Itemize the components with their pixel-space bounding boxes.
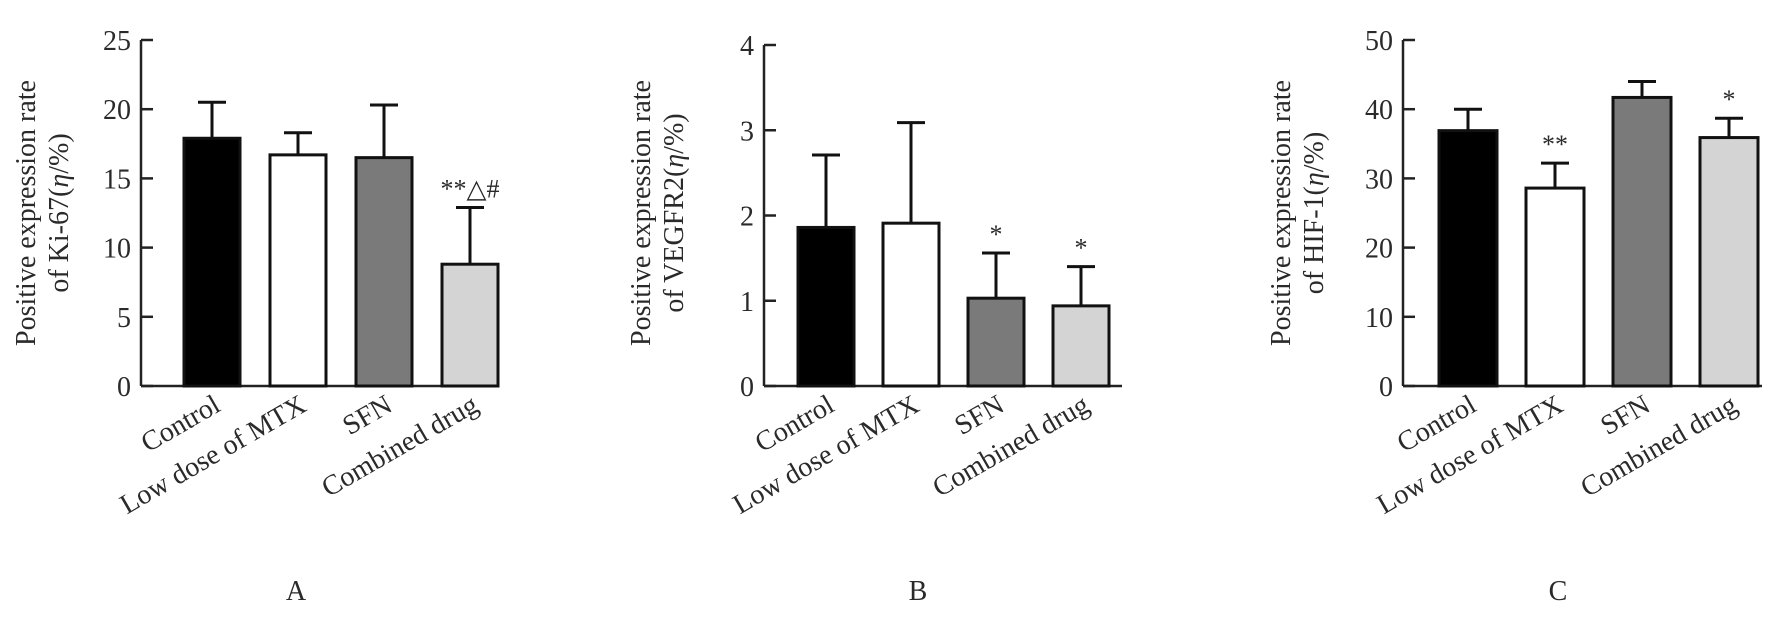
y-axis-label-symbol: η bbox=[1299, 172, 1330, 186]
bar bbox=[354, 156, 414, 388]
category-label: SFN bbox=[1596, 389, 1656, 442]
y-axis-label-line1: Positive expression rate bbox=[626, 80, 657, 346]
significance-label: ** bbox=[1542, 130, 1568, 159]
y-tick-label: 20 bbox=[1365, 234, 1393, 265]
bar bbox=[1698, 136, 1760, 388]
y-tick-label: 50 bbox=[1365, 26, 1393, 57]
y-axis-label-prefix: of Ki-67( bbox=[44, 188, 75, 293]
panel-label: C bbox=[1549, 576, 1568, 607]
bar bbox=[1611, 95, 1673, 388]
category-label: Combined drug bbox=[927, 389, 1094, 503]
y-tick-label: 0 bbox=[740, 372, 754, 403]
y-tick-label: 2 bbox=[740, 202, 754, 233]
y-tick-label: 3 bbox=[740, 116, 754, 147]
y-tick-label: 10 bbox=[1365, 303, 1393, 334]
y-tick-label: 0 bbox=[1379, 372, 1393, 403]
y-axis-label-prefix: of VEGFR2( bbox=[659, 168, 690, 313]
y-tick-label: 1 bbox=[740, 287, 754, 318]
y-axis-label-line1: Positive expression rate bbox=[11, 80, 42, 346]
y-axis-label-suffix: /%) bbox=[44, 133, 75, 173]
bar bbox=[1524, 186, 1586, 388]
y-axis-label-line2: of Ki-67(η/%) bbox=[44, 133, 75, 292]
category-label: SFN bbox=[338, 389, 398, 442]
y-axis-label-suffix: /%) bbox=[1299, 132, 1330, 172]
y-tick-label: 30 bbox=[1365, 164, 1393, 195]
bar bbox=[440, 262, 500, 388]
bar bbox=[881, 221, 941, 388]
y-tick-label: 40 bbox=[1365, 95, 1393, 126]
y-axis-label-prefix: of HIF-1( bbox=[1299, 186, 1330, 294]
y-tick-label: 20 bbox=[103, 95, 131, 126]
y-axis-label-suffix: /%) bbox=[659, 113, 690, 153]
category-label: Combined drug bbox=[1575, 389, 1742, 503]
y-tick-label: 4 bbox=[740, 31, 754, 62]
y-tick-label: 10 bbox=[103, 234, 131, 265]
bar bbox=[182, 136, 242, 388]
y-axis-label-line1: Positive expression rate bbox=[1266, 80, 1297, 346]
y-tick-label: 0 bbox=[117, 372, 131, 403]
significance-label: * bbox=[990, 220, 1003, 249]
y-tick-label: 25 bbox=[103, 26, 131, 57]
significance-label: * bbox=[1075, 234, 1088, 263]
bar bbox=[1051, 304, 1111, 388]
y-axis-label-line2: of HIF-1(η/%) bbox=[1299, 132, 1330, 294]
significance-label: **△# bbox=[441, 174, 500, 203]
category-label: Combined drug bbox=[316, 389, 483, 503]
significance-label: * bbox=[1723, 85, 1736, 114]
y-axis-label-symbol: η bbox=[44, 174, 75, 188]
y-tick-label: 5 bbox=[117, 303, 131, 334]
panel-label: B bbox=[909, 576, 928, 607]
bar bbox=[796, 225, 856, 388]
y-axis-label-symbol: η bbox=[659, 154, 690, 168]
bar bbox=[1437, 129, 1499, 388]
panel-label: A bbox=[286, 576, 307, 607]
bar bbox=[268, 153, 328, 388]
bar bbox=[966, 296, 1026, 388]
y-axis-label-line2: of VEGFR2(η/%) bbox=[659, 113, 690, 312]
y-tick-label: 15 bbox=[103, 164, 131, 195]
